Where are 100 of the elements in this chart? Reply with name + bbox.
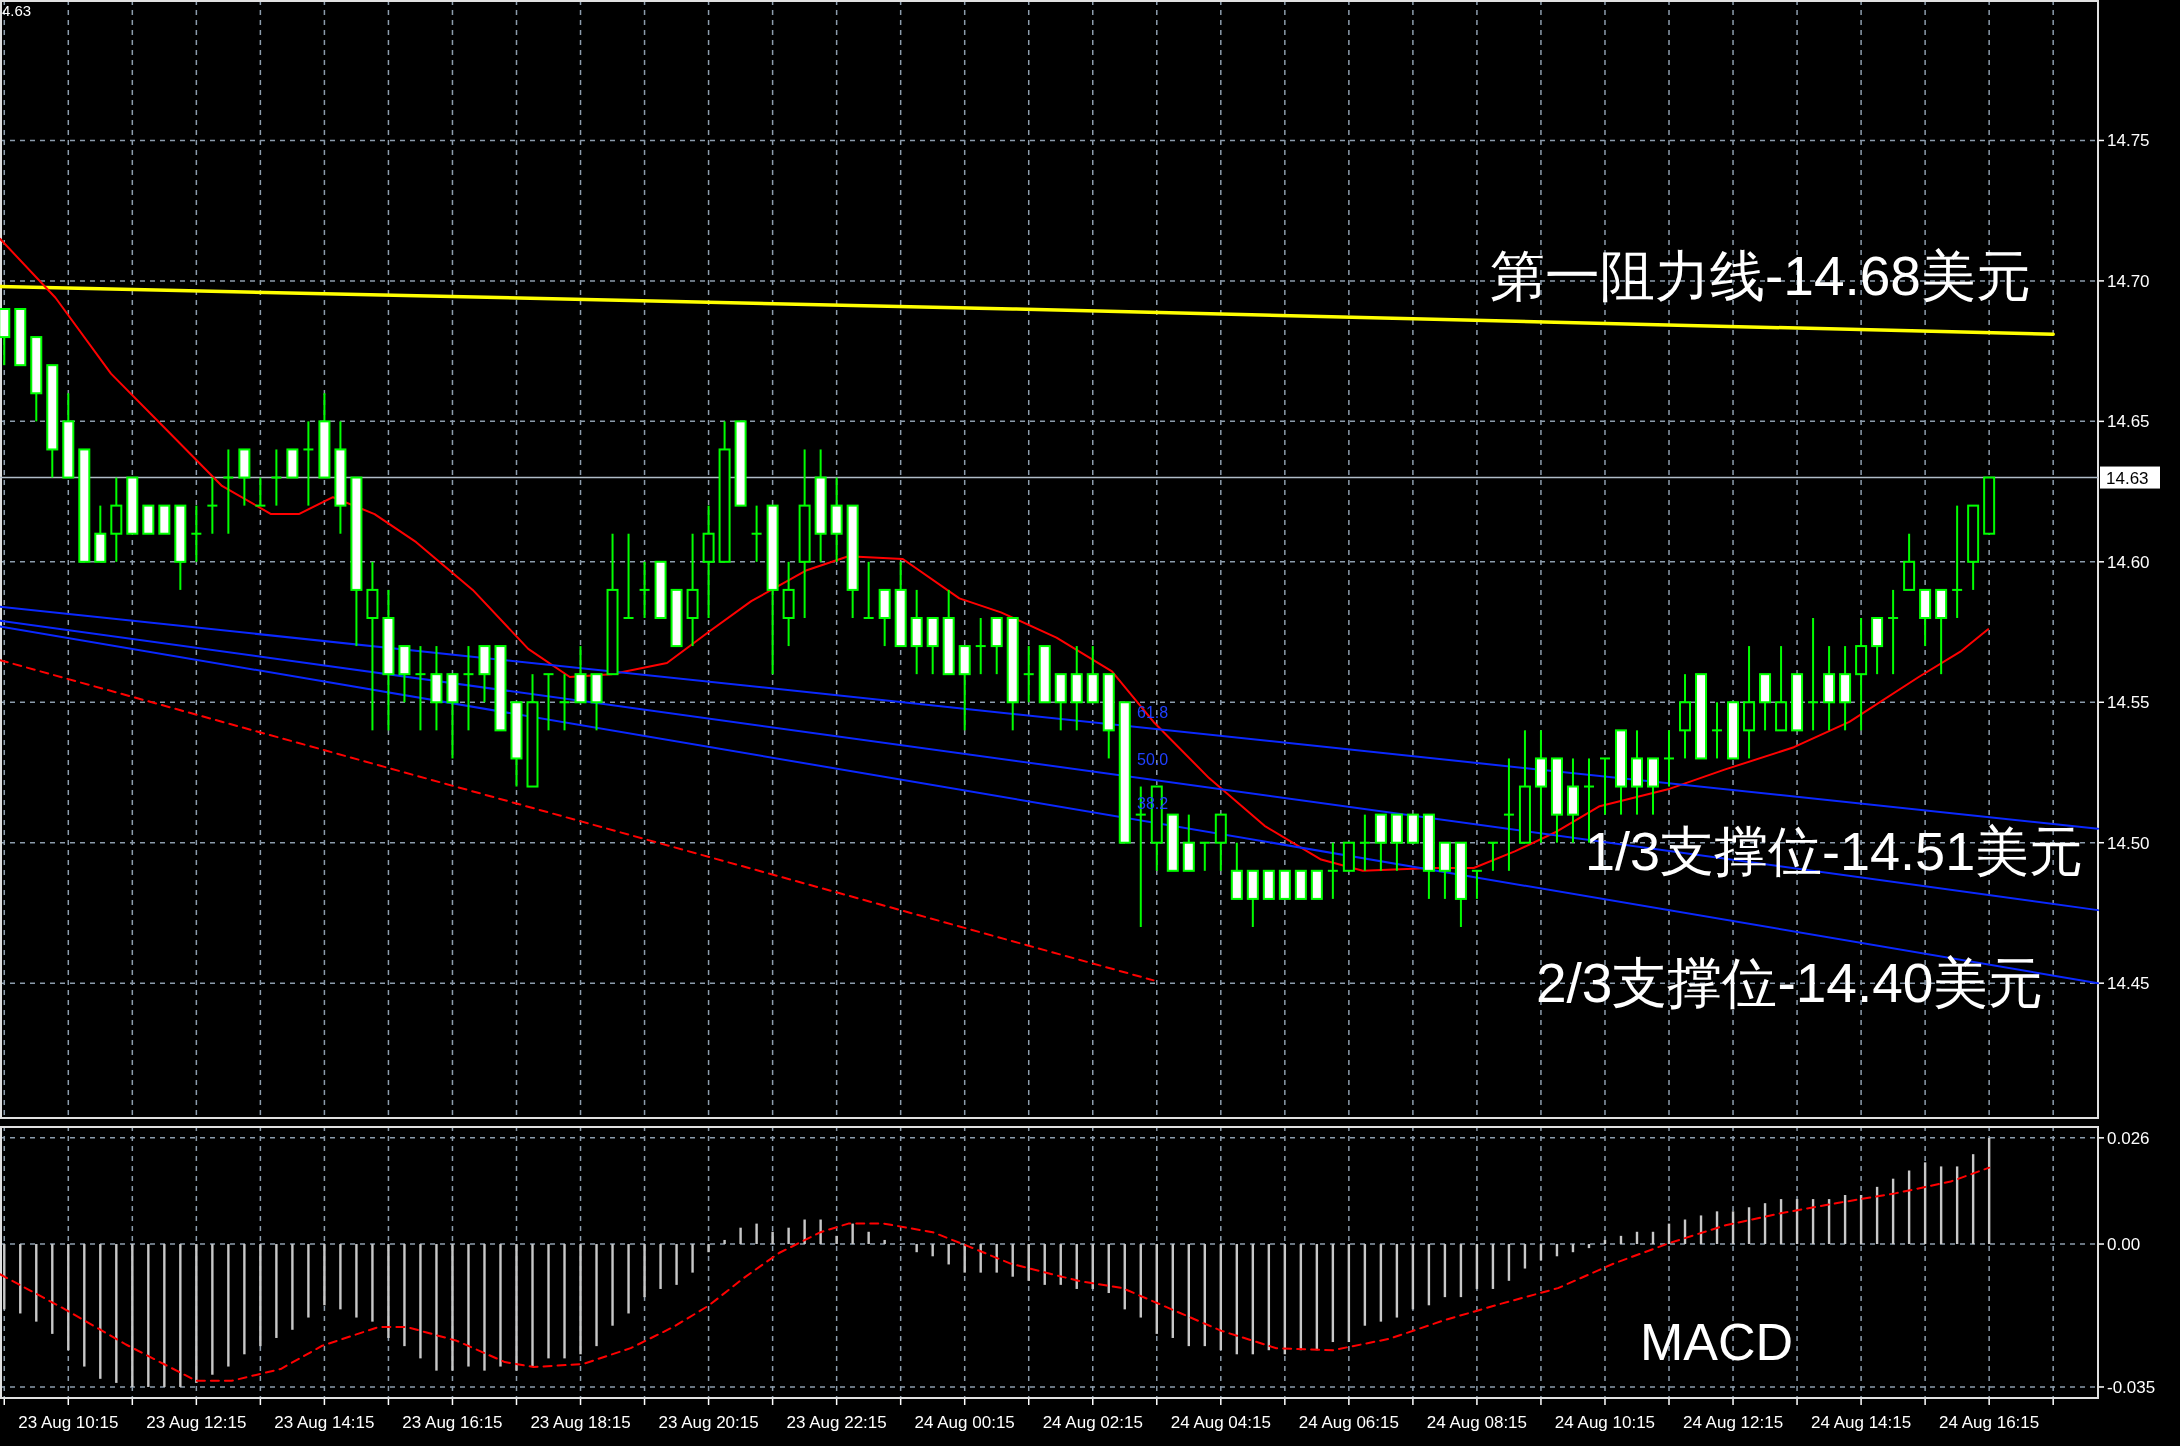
candlestick [558,673,571,732]
candlestick [542,673,555,732]
bar [387,1244,390,1338]
bar [771,1231,774,1245]
x-tick-label: 24 Aug 04:15 [1170,1413,1271,1432]
bar [211,1244,214,1375]
y-tick-label: 14.45 [2107,974,2150,994]
x-tick-label: 24 Aug 10:15 [1554,1413,1656,1432]
candlestick [1887,588,1900,676]
bar [275,1244,278,1338]
bar [435,1244,438,1371]
bar [835,1235,838,1245]
candlestick [1663,729,1676,788]
y-tick-label: -0.035 [2107,1377,2156,1397]
bar [307,1244,310,1318]
candlestick [302,420,315,507]
bar [867,1231,870,1245]
bar [579,1244,582,1355]
bar [547,1244,550,1359]
bar [467,1244,470,1367]
candlestick [1598,757,1611,816]
x-tick-label: 23 Aug 14:15 [274,1413,375,1432]
candlestick [270,448,283,507]
bar [115,1244,118,1383]
bar [803,1219,806,1245]
bar [483,1244,486,1371]
bar [147,1244,150,1387]
bar [403,1244,406,1347]
y-tick-label: 14.65 [2107,412,2150,432]
y-tick-label: 14.60 [2107,552,2150,572]
bar [707,1244,710,1253]
x-tick-label: 23 Aug 12:15 [146,1413,247,1432]
bar [355,1244,358,1318]
bar [851,1223,854,1245]
bar [723,1239,726,1245]
bar [931,1244,934,1257]
bar [83,1244,86,1367]
bar [323,1244,326,1306]
bar [243,1244,246,1355]
ref-line-label: 14.63 [2106,468,2149,488]
candlestick [222,448,235,535]
bar [691,1244,694,1273]
candlestick [862,560,875,619]
bar [499,1244,502,1367]
bar [627,1244,630,1314]
bar [563,1244,566,1359]
candlestick [1358,813,1371,872]
candlestick [1486,841,1499,872]
candlestick [462,645,475,732]
bar [739,1227,742,1245]
bar [227,1244,230,1367]
bar [963,1244,966,1273]
candlestick [750,504,763,563]
bar [371,1244,374,1322]
x-tick-label: 24 Aug 00:15 [914,1413,1015,1432]
y-tick-label: 14.50 [2107,833,2150,853]
candlestick [1807,616,1820,732]
annotation: 第一阻力线-14.68美元 [1490,245,2031,307]
candlestick [1470,869,1483,900]
bar [915,1244,918,1253]
bar [131,1244,134,1387]
x-tick-label: 24 Aug 16:15 [1939,1413,2040,1432]
candlestick [190,504,203,563]
x-tick-label: 24 Aug 12:15 [1682,1413,1784,1432]
bar [291,1244,294,1330]
bar [947,1244,950,1265]
bar [515,1244,518,1371]
candlestick [1711,701,1724,760]
bar [531,1244,534,1367]
bar [755,1223,758,1245]
candlestick [974,616,987,676]
annotation: MACD [1640,1313,1794,1371]
candlestick [1951,504,1964,619]
candlestick [1502,757,1515,872]
bar [419,1244,422,1359]
annotation: 50.0 [1137,751,1169,768]
bar [179,1244,182,1387]
bar [339,1244,342,1310]
x-tick-label: 23 Aug 10:15 [18,1413,119,1432]
bar [195,1244,198,1383]
bar [163,1244,166,1387]
bar [259,1244,262,1347]
bar [595,1244,598,1347]
candlestick [1326,841,1339,900]
candlestick [254,476,267,507]
y-tick-label: 14.55 [2107,693,2150,713]
candlestick [622,532,635,619]
y-tick-label: 14.75 [2107,131,2150,151]
x-tick-label: 23 Aug 16:15 [402,1413,503,1432]
x-tick-label: 24 Aug 02:15 [1042,1413,1143,1432]
bar [451,1244,454,1371]
candlestick [414,645,427,732]
x-tick-label: 23 Aug 18:15 [530,1413,631,1432]
candlestick [1198,841,1211,872]
bar [819,1219,822,1245]
bar [611,1244,614,1326]
bar [787,1227,790,1245]
x-tick-label: 24 Aug 06:15 [1298,1413,1399,1432]
y-tick-label: 0.026 [2107,1128,2150,1148]
y-tick-label: 0.00 [2107,1235,2141,1255]
